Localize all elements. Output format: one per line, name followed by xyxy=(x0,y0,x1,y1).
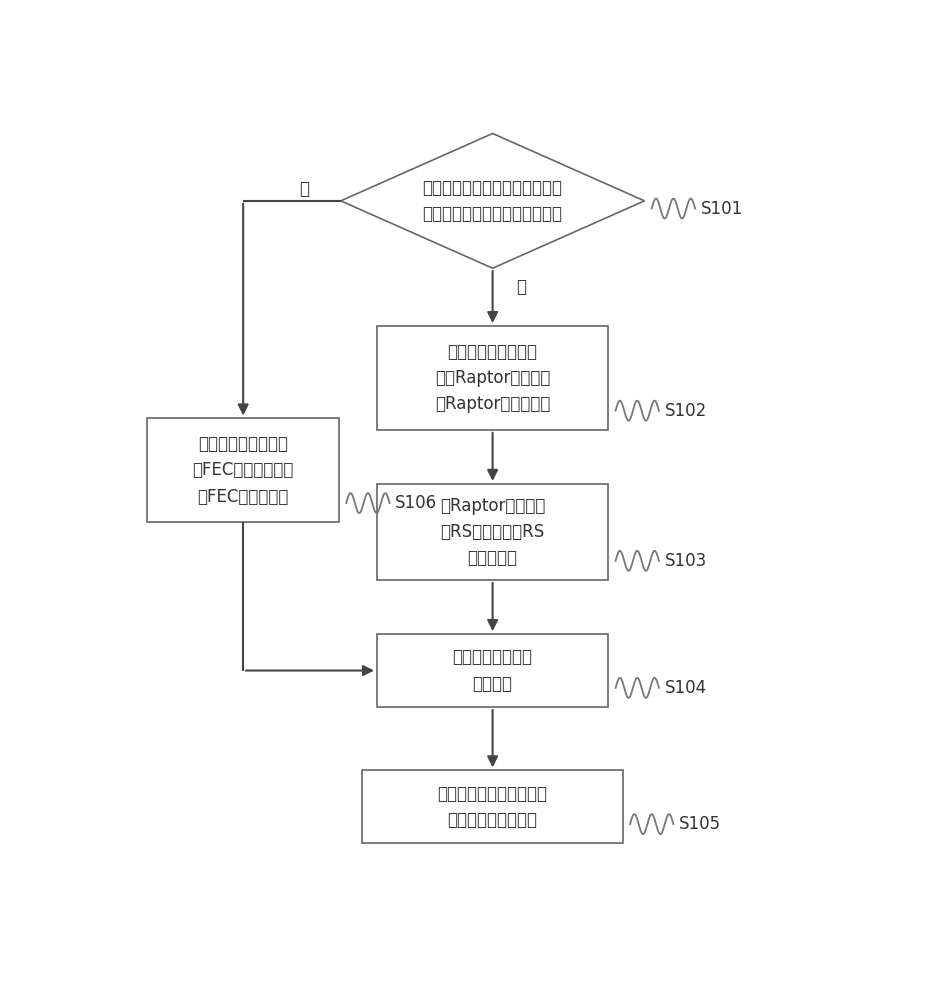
FancyBboxPatch shape xyxy=(377,484,608,580)
Text: 将业务数据流进行普
通FEC编码，生成普
通FEC编码数据包: 将业务数据流进行普 通FEC编码，生成普 通FEC编码数据包 xyxy=(192,435,294,506)
Text: S105: S105 xyxy=(679,815,721,833)
Text: S103: S103 xyxy=(664,552,707,570)
Text: 将编码数据包调制
为光信号: 将编码数据包调制 为光信号 xyxy=(453,648,533,693)
Text: S101: S101 xyxy=(701,200,743,218)
FancyBboxPatch shape xyxy=(377,634,608,707)
FancyBboxPatch shape xyxy=(362,770,622,843)
Text: 将Raptor数据包进
行RS编码，生成RS
编码数据包: 将Raptor数据包进 行RS编码，生成RS 编码数据包 xyxy=(440,497,545,567)
Text: 否: 否 xyxy=(517,278,526,296)
Text: 可供新的数据业务分配的连续的
频谱资源的数量是否达到预设值: 可供新的数据业务分配的连续的 频谱资源的数量是否达到预设值 xyxy=(423,179,563,223)
Text: S104: S104 xyxy=(664,679,707,697)
FancyBboxPatch shape xyxy=(377,326,608,430)
Text: 将光信号的初始波长转化
为预设波长进行发送: 将光信号的初始波长转化 为预设波长进行发送 xyxy=(438,785,548,829)
Text: 将业务数据流分组，
进行Raptor编码，生
成Raptor编码数据包: 将业务数据流分组， 进行Raptor编码，生 成Raptor编码数据包 xyxy=(435,343,550,413)
Polygon shape xyxy=(341,133,645,268)
Text: S106: S106 xyxy=(396,494,438,512)
Text: 是: 是 xyxy=(299,180,310,198)
FancyBboxPatch shape xyxy=(147,418,339,522)
Text: S102: S102 xyxy=(664,402,707,420)
